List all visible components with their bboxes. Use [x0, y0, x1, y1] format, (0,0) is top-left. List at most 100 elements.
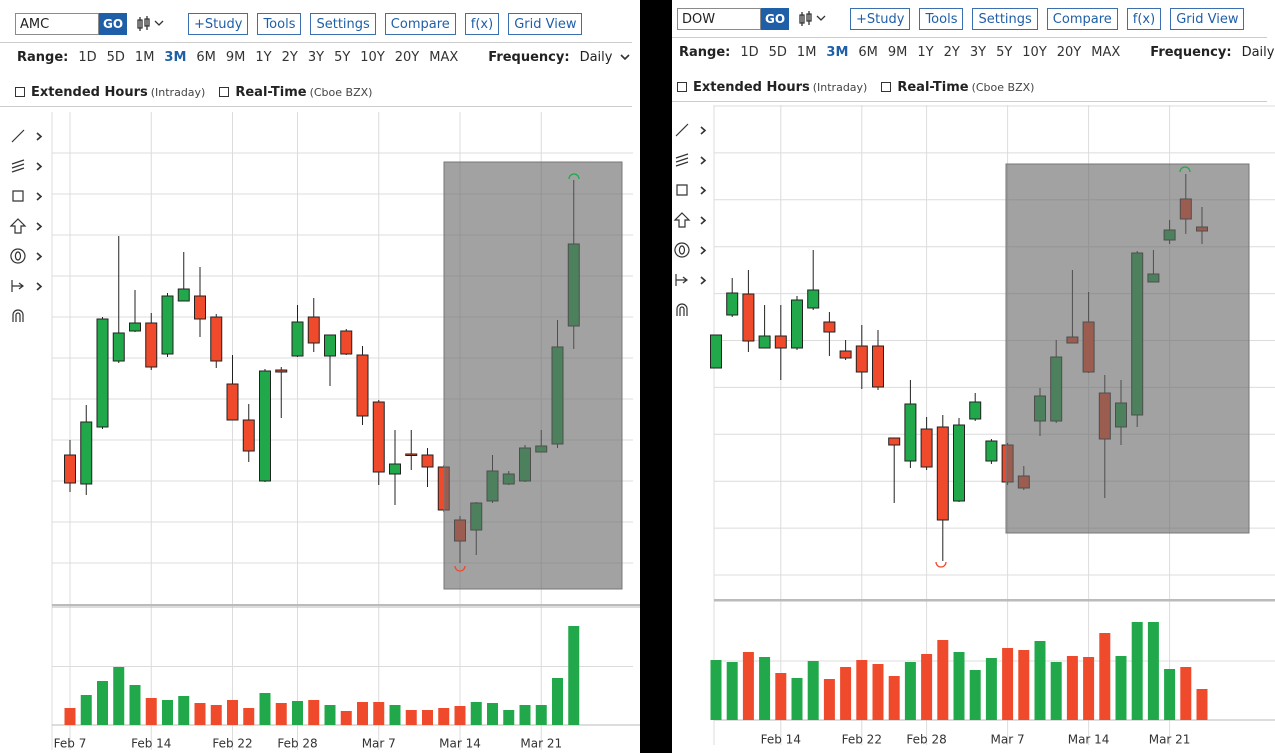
- toolbar-button[interactable]: Tools: [257, 13, 302, 35]
- candle-body: [242, 419, 255, 452]
- tool-icon: [674, 242, 690, 258]
- drawing-tool[interactable]: [11, 280, 43, 292]
- range-option[interactable]: 5Y: [996, 44, 1013, 60]
- chevron[interactable]: [618, 52, 632, 62]
- symbol-input[interactable]: DOW: [677, 8, 761, 30]
- checkbox[interactable]: [15, 87, 25, 97]
- range-option[interactable]: 6M: [196, 49, 216, 65]
- chart-type-button[interactable]: [797, 9, 831, 29]
- candle-body: [888, 437, 901, 446]
- drawing-tool[interactable]: [676, 184, 707, 196]
- toolbar-button[interactable]: Grid View: [1170, 8, 1245, 30]
- options-bar: Extended Hours (Intraday) Real-Time (Cboe B…: [677, 79, 1048, 95]
- drawing-tool[interactable]: [12, 190, 43, 202]
- drawing-tool[interactable]: [675, 153, 707, 167]
- volume-bar: [1050, 662, 1062, 720]
- option-checkbox[interactable]: Real-Time (Cboe BZX): [881, 80, 1034, 95]
- drawing-tool[interactable]: [9, 218, 43, 234]
- drawing-tool[interactable]: [673, 212, 707, 228]
- checkbox[interactable]: [219, 87, 230, 97]
- toolbar-button[interactable]: +Study: [188, 13, 249, 35]
- range-option[interactable]: 5D: [768, 44, 787, 60]
- range-option[interactable]: 10Y: [360, 49, 385, 65]
- range-option[interactable]: 1M: [796, 44, 817, 60]
- chart-type-icon: [137, 16, 164, 31]
- option-checkbox[interactable]: Extended Hours (Intraday): [15, 85, 205, 100]
- range-option[interactable]: 5D: [106, 49, 125, 65]
- tool-chevron: [700, 246, 707, 255]
- candle-body: [872, 345, 884, 388]
- range-option[interactable]: 1D: [78, 49, 97, 65]
- tool-icon: [12, 309, 24, 322]
- go-button[interactable]: GO: [99, 13, 127, 35]
- range-option[interactable]: MAX: [1091, 44, 1121, 60]
- toolbar-button[interactable]: Tools: [919, 8, 964, 30]
- range-option[interactable]: 1Y: [917, 44, 934, 60]
- drawing-tool[interactable]: [674, 242, 707, 258]
- toolbar-button[interactable]: Compare: [1046, 8, 1118, 30]
- volume-bar: [921, 654, 933, 720]
- candle-body: [726, 292, 739, 316]
- volume-bar: [243, 708, 255, 725]
- range-option[interactable]: 2Y: [943, 44, 960, 60]
- range-option[interactable]: 20Y: [1056, 44, 1082, 60]
- volume-bar: [308, 700, 320, 725]
- go-button[interactable]: GO: [761, 8, 789, 30]
- volume-bar: [80, 695, 92, 725]
- range-option[interactable]: 10Y: [1022, 44, 1047, 60]
- toolbar-button[interactable]: Grid View: [508, 13, 583, 35]
- volume-bar: [145, 698, 157, 725]
- candle-body: [145, 322, 158, 368]
- candle-body: [969, 401, 982, 420]
- x-tick-label: Mar 21: [1149, 733, 1191, 747]
- range-option[interactable]: 5Y: [334, 49, 351, 65]
- range-option[interactable]: 1M: [134, 49, 155, 65]
- drawing-tool[interactable]: [676, 303, 688, 316]
- range-option[interactable]: 2Y: [281, 49, 298, 65]
- option-label: Real-Time: [235, 84, 307, 100]
- volume-bar: [1147, 622, 1159, 720]
- frequency-select[interactable]: Daily: [579, 49, 613, 65]
- range-option[interactable]: 3Y: [307, 49, 325, 65]
- checkbox[interactable]: [881, 82, 892, 92]
- range-option[interactable]: MAX: [429, 49, 459, 65]
- candle-body: [340, 330, 353, 355]
- range-option[interactable]: 3M: [164, 49, 187, 65]
- range-option[interactable]: 3M: [826, 44, 849, 60]
- range-option[interactable]: 3Y: [969, 44, 987, 60]
- tool-icon: [675, 153, 689, 167]
- tool-icon: [676, 303, 688, 316]
- option-checkbox[interactable]: Extended Hours (Intraday): [677, 80, 867, 95]
- drawing-tool[interactable]: [12, 309, 24, 322]
- range-option[interactable]: 1Y: [255, 49, 272, 65]
- chart-type-button[interactable]: [135, 14, 169, 34]
- drawing-tool[interactable]: [675, 274, 707, 286]
- frequency-select[interactable]: Daily: [1241, 44, 1275, 60]
- candle-body: [742, 293, 755, 342]
- toolbar-button[interactable]: f(x): [464, 13, 500, 35]
- drawing-tool[interactable]: [11, 159, 43, 173]
- range-option[interactable]: 6M: [858, 44, 878, 60]
- option-checkbox[interactable]: Real-Time (Cboe BZX): [219, 85, 372, 100]
- range-option[interactable]: 9M: [887, 44, 908, 60]
- drawing-tool[interactable]: [11, 129, 43, 143]
- x-tick-label: Mar 14: [439, 737, 481, 751]
- range-option[interactable]: 20Y: [394, 49, 420, 65]
- symbol-input[interactable]: AMC: [15, 13, 99, 35]
- toolbar-button[interactable]: f(x): [1126, 8, 1162, 30]
- drawing-tool[interactable]: [675, 123, 707, 137]
- drawing-tool[interactable]: [10, 248, 43, 264]
- toolbar-button[interactable]: Settings: [972, 8, 1038, 30]
- range-option[interactable]: 9M: [225, 49, 246, 65]
- volume-bar: [1002, 648, 1014, 720]
- separator: [672, 37, 1267, 38]
- x-tick-label: Feb 22: [842, 733, 882, 747]
- toolbar-button[interactable]: Compare: [384, 13, 456, 35]
- checkbox[interactable]: [677, 82, 687, 92]
- tool-icon: [11, 129, 25, 143]
- toolbar-button[interactable]: +Study: [850, 8, 911, 30]
- toolbar-button[interactable]: Settings: [310, 13, 376, 35]
- range-option[interactable]: 1D: [740, 44, 759, 60]
- x-tick-label: Mar 14: [1068, 733, 1110, 747]
- volume-bar: [178, 696, 190, 725]
